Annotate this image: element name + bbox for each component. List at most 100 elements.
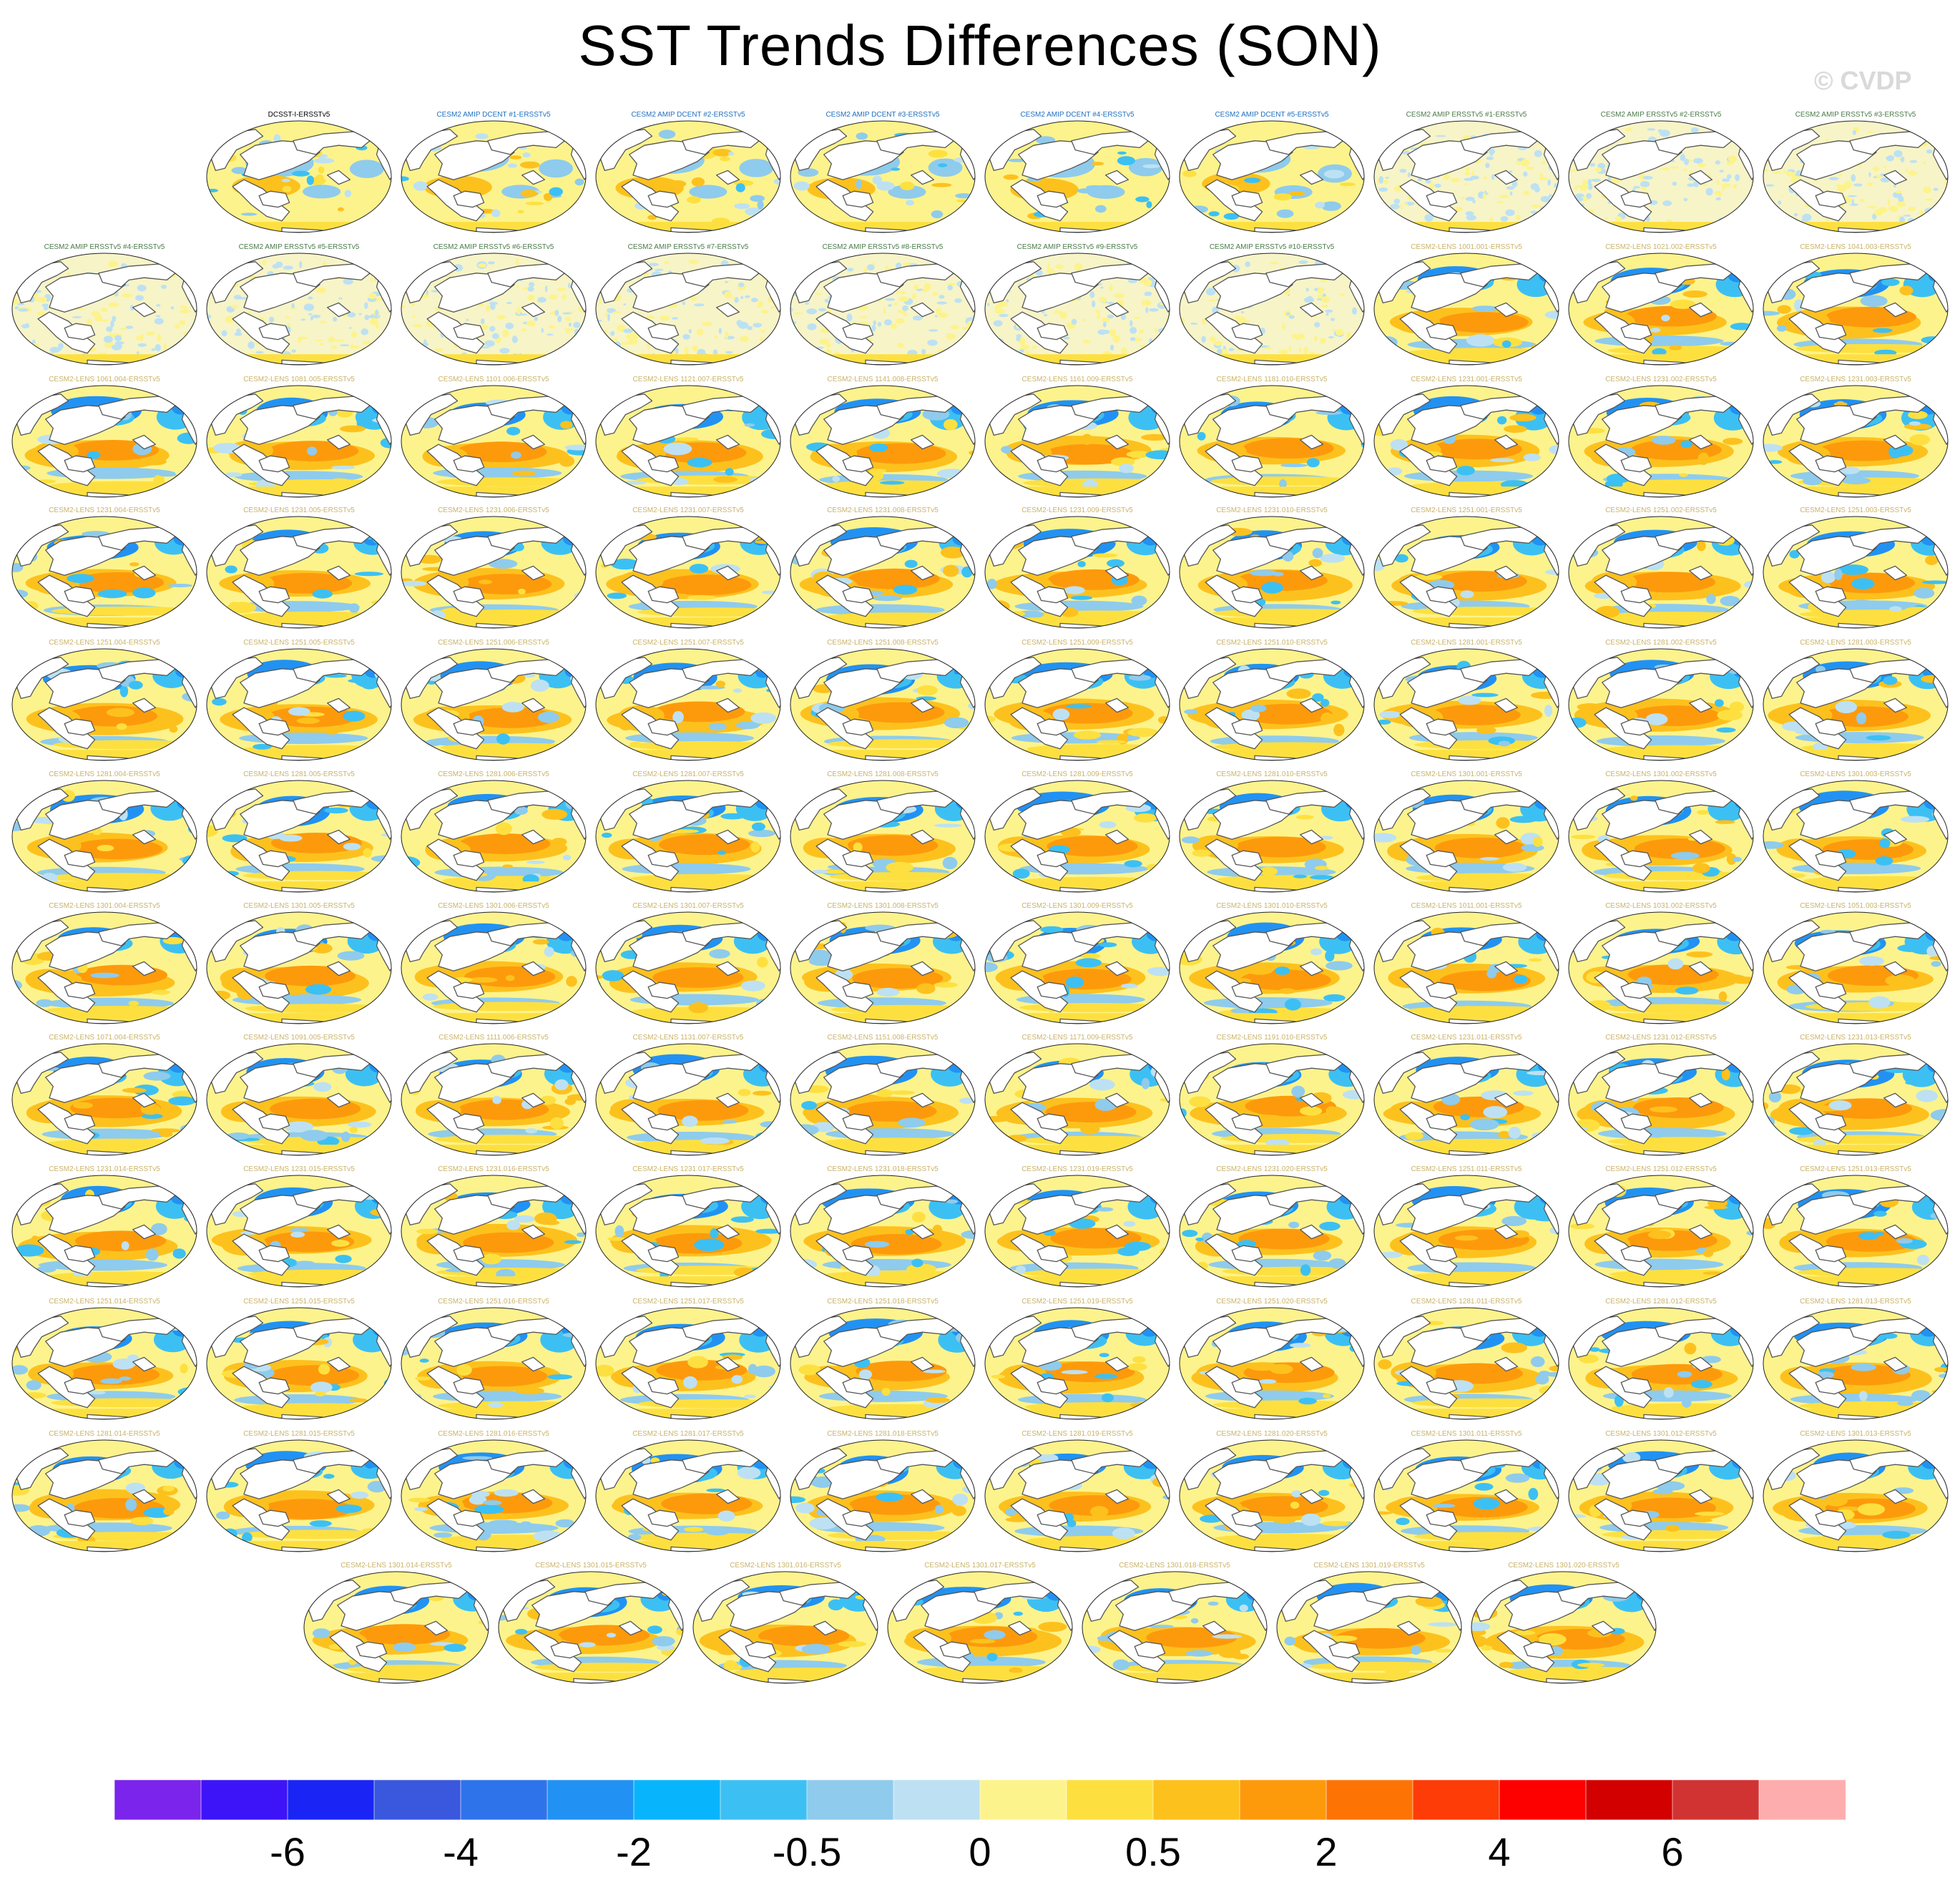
- map-panel-title: CESM2-LENS 1111.006-ERSSTv5: [438, 1034, 549, 1042]
- map-panel-title: CESM2-LENS 1231.013-ERSSTv5: [1800, 1034, 1911, 1042]
- world-map-ellipse: [206, 911, 392, 1024]
- world-map-ellipse: [1763, 1307, 1949, 1420]
- map-panel: CESM2-LENS 1301.006-ERSSTv5: [396, 901, 591, 1034]
- world-map-ellipse: [1373, 648, 1559, 761]
- colorbar-tick-label: -0.5: [772, 1829, 842, 1874]
- world-map-ellipse: [595, 516, 781, 629]
- colorbar-swatch: [1326, 1780, 1413, 1820]
- map-panel-title: CESM2-LENS 1231.001-ERSSTv5: [1411, 376, 1522, 383]
- world-map-ellipse: [1568, 1439, 1754, 1552]
- world-map-ellipse: [595, 911, 781, 1024]
- world-map-ellipse: [206, 516, 392, 629]
- map-panel: CESM2-LENS 1001.001-ERSSTv5: [1369, 243, 1564, 376]
- map-panel: CESM2-LENS 1231.019-ERSSTv5: [980, 1165, 1175, 1298]
- colorbar-swatch: [633, 1780, 721, 1820]
- world-map-ellipse: [1373, 1439, 1559, 1552]
- map-panel-title: CESM2-LENS 1301.014-ERSSTv5: [340, 1562, 452, 1570]
- map-panel-title: CESM2-LENS 1231.006-ERSSTv5: [438, 506, 549, 514]
- map-panel-title: CESM2-LENS 1301.011-ERSSTv5: [1411, 1430, 1522, 1438]
- world-map-ellipse: [11, 780, 197, 893]
- colorbar-swatch: [1152, 1780, 1240, 1820]
- map-panel-title: CESM2-LENS 1231.015-ERSSTv5: [243, 1165, 355, 1173]
- map-panel: CESM2 AMIP DCENT #1-ERSSTv5: [396, 110, 591, 243]
- map-panel: CESM2-LENS 1301.017-ERSSTv5: [883, 1561, 1077, 1694]
- world-map-ellipse: [595, 385, 781, 498]
- map-panel: CESM2-LENS 1251.010-ERSSTv5: [1175, 638, 1369, 771]
- world-map-ellipse: [1568, 648, 1754, 761]
- map-panel: CESM2-LENS 1231.018-ERSSTv5: [785, 1165, 980, 1298]
- map-panel-title: CESM2-LENS 1231.019-ERSSTv5: [1021, 1165, 1133, 1173]
- map-panel-title: CESM2-LENS 1281.014-ERSSTv5: [49, 1430, 160, 1438]
- map-panel-title: CESM2-LENS 1281.010-ERSSTv5: [1216, 770, 1328, 778]
- world-map-ellipse: [1082, 1571, 1268, 1684]
- map-panel: CESM2-LENS 1281.018-ERSSTv5: [785, 1429, 980, 1562]
- map-panel-title: CESM2-LENS 1231.012-ERSSTv5: [1605, 1034, 1717, 1042]
- colorbar-swatch: [373, 1780, 461, 1820]
- map-panel-title: CESM2 AMIP DCENT #1-ERSSTv5: [436, 111, 551, 119]
- world-map-ellipse: [1568, 1307, 1754, 1420]
- map-panel-title: CESM2-LENS 1301.007-ERSSTv5: [632, 902, 744, 910]
- map-panel: CESM2-LENS 1251.006-ERSSTv5: [396, 638, 591, 771]
- map-panel: CESM2-LENS 1061.004-ERSSTv5: [7, 375, 202, 508]
- map-panel-title: CESM2-LENS 1301.012-ERSSTv5: [1605, 1430, 1717, 1438]
- map-panel: CESM2-LENS 1281.009-ERSSTv5: [980, 770, 1175, 903]
- map-panel: CESM2-LENS 1281.007-ERSSTv5: [591, 770, 785, 903]
- map-panel-title: CESM2-LENS 1281.008-ERSSTv5: [827, 770, 939, 778]
- map-panel-title: CESM2-LENS 1251.011-ERSSTv5: [1411, 1165, 1522, 1173]
- map-panel-title: CESM2 AMIP ERSSTv5 #4-ERSSTv5: [44, 243, 165, 251]
- world-map-ellipse: [595, 1175, 781, 1288]
- map-panel: CESM2-LENS 1231.011-ERSSTv5: [1369, 1033, 1564, 1166]
- colorbar-swatch: [806, 1780, 894, 1820]
- map-panel: CESM2-LENS 1111.006-ERSSTv5: [396, 1033, 591, 1166]
- map-panel: CESM2-LENS 1151.008-ERSSTv5: [785, 1033, 980, 1166]
- map-panel-title: CESM2-LENS 1091.005-ERSSTv5: [243, 1034, 355, 1042]
- map-panel-title: CESM2-LENS 1191.010-ERSSTv5: [1216, 1034, 1328, 1042]
- colorbar-swatch: [720, 1780, 808, 1820]
- map-panel: CESM2-LENS 1301.001-ERSSTv5: [1369, 770, 1564, 903]
- map-panel-title: CESM2-LENS 1281.012-ERSSTv5: [1605, 1298, 1717, 1306]
- map-panel-title: CESM2-LENS 1251.001-ERSSTv5: [1411, 506, 1522, 514]
- world-map-ellipse: [595, 1439, 781, 1552]
- map-panel-title: CESM2-LENS 1281.009-ERSSTv5: [1021, 770, 1133, 778]
- map-panel-title: CESM2-LENS 1071.004-ERSSTv5: [49, 1034, 160, 1042]
- world-map-ellipse: [1763, 516, 1949, 629]
- world-map-ellipse: [984, 1307, 1170, 1420]
- map-panel: CESM2-LENS 1231.006-ERSSTv5: [396, 506, 591, 639]
- world-map-ellipse: [984, 780, 1170, 893]
- map-panel: CESM2-LENS 1081.005-ERSSTv5: [202, 375, 396, 508]
- map-panel: CESM2-LENS 1231.001-ERSSTv5: [1369, 375, 1564, 508]
- colorbar-swatch: [1239, 1780, 1327, 1820]
- map-panel: CESM2-LENS 1281.011-ERSSTv5: [1369, 1297, 1564, 1430]
- map-panel-title: CESM2-LENS 1061.004-ERSSTv5: [49, 376, 160, 383]
- map-panel-title: CESM2-LENS 1251.004-ERSSTv5: [49, 639, 160, 647]
- colorbar-tick-label: 0: [969, 1829, 991, 1874]
- world-map-ellipse: [11, 516, 197, 629]
- map-panel-title: CESM2-LENS 1301.001-ERSSTv5: [1411, 770, 1522, 778]
- map-panel-title: CESM2-LENS 1251.018-ERSSTv5: [827, 1298, 939, 1306]
- map-panel-title: CESM2-LENS 1281.001-ERSSTv5: [1411, 639, 1522, 647]
- map-panel-title: CESM2-LENS 1281.007-ERSSTv5: [632, 770, 744, 778]
- map-panel-title: CESM2 AMIP ERSSTv5 #9-ERSSTv5: [1016, 243, 1138, 251]
- world-map-ellipse: [401, 516, 587, 629]
- map-panel-title: CESM2-LENS 1231.020-ERSSTv5: [1216, 1165, 1328, 1173]
- map-panel: CESM2-LENS 1251.012-ERSSTv5: [1564, 1165, 1758, 1298]
- world-map-ellipse: [790, 253, 976, 366]
- world-map-ellipse: [11, 1307, 197, 1420]
- map-panel-title: CESM2-LENS 1231.014-ERSSTv5: [49, 1165, 160, 1173]
- map-panel: CESM2-LENS 1301.013-ERSSTv5: [1758, 1429, 1953, 1562]
- world-map-ellipse: [1568, 780, 1754, 893]
- map-panel-title: CESM2-LENS 1301.018-ERSSTv5: [1119, 1562, 1230, 1570]
- map-panel-title: CESM2-LENS 1251.014-ERSSTv5: [49, 1298, 160, 1306]
- world-map-ellipse: [1471, 1571, 1657, 1684]
- world-map-ellipse: [790, 120, 976, 233]
- map-panel: CESM2-LENS 1301.008-ERSSTv5: [785, 901, 980, 1034]
- world-map-ellipse: [595, 780, 781, 893]
- map-panel: CESM2 AMIP ERSSTv5 #10-ERSSTv5: [1175, 243, 1369, 376]
- map-panel: CESM2-LENS 1231.014-ERSSTv5: [7, 1165, 202, 1298]
- world-map-ellipse: [1568, 1175, 1754, 1288]
- map-panel-title: CESM2-LENS 1231.008-ERSSTv5: [827, 506, 939, 514]
- colorbar-swatch: [1412, 1780, 1500, 1820]
- colorbar-tick-label: 6: [1661, 1829, 1684, 1874]
- map-panel: CESM2-LENS 1301.018-ERSSTv5: [1077, 1561, 1272, 1694]
- map-panel-title: CESM2 AMIP ERSSTv5 #1-ERSSTv5: [1406, 111, 1527, 119]
